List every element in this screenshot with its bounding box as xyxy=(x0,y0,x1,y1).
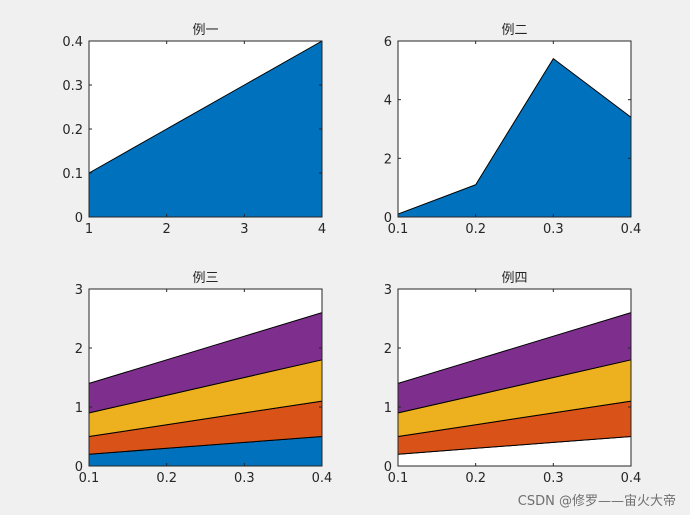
y-tick-label: 4 xyxy=(384,94,392,109)
y-tick-label: 0 xyxy=(75,460,83,475)
x-tick-label: 4 xyxy=(318,222,326,237)
subplot-1: 1 2 3 4 0 0.1 0.2 0.3 0.4 例一 xyxy=(62,23,326,237)
x-tick-label: 0.1 xyxy=(79,471,100,486)
subplot-4: 0.1 0.2 0.3 0.4 0 1 2 3 例四 xyxy=(384,271,642,486)
x-tick-label: 0.1 xyxy=(388,222,409,237)
y-tick-label: 0 xyxy=(384,460,392,475)
subplot-2: 0.1 0.2 0.3 0.4 0 2 4 6 例二 xyxy=(384,23,642,237)
x-tick-label: 0.3 xyxy=(234,471,255,486)
axes-box xyxy=(88,288,323,467)
y-tick-label: 0.3 xyxy=(62,79,83,94)
x-tick-label: 0.2 xyxy=(156,471,177,486)
x-tick-label: 0.3 xyxy=(543,471,564,486)
subplot-3: 0.1 0.2 0.3 0.4 0 1 2 3 例三 xyxy=(75,271,333,486)
chart-title: 例三 xyxy=(192,271,218,286)
y-tick-label: 0.1 xyxy=(62,167,83,182)
x-tick-label: 0.4 xyxy=(312,471,333,486)
y-tick-label: 2 xyxy=(384,342,392,357)
chart-title: 例一 xyxy=(192,23,218,38)
x-tick-label: 0.4 xyxy=(621,222,642,237)
y-tick-label: 1 xyxy=(384,401,392,416)
chart-title: 例四 xyxy=(501,271,527,286)
y-tick-label: 0 xyxy=(75,211,83,226)
y-tick-label: 3 xyxy=(75,283,83,298)
y-tick-label: 2 xyxy=(75,342,83,357)
x-tick-label: 0.1 xyxy=(388,471,409,486)
x-tick-label: 2 xyxy=(163,222,171,237)
y-tick-label: 0.2 xyxy=(62,123,83,138)
y-tick-label: 0 xyxy=(384,211,392,226)
y-tick-label: 0.4 xyxy=(62,35,83,50)
x-tick-label: 0.3 xyxy=(543,222,564,237)
x-tick-label: 0.4 xyxy=(621,471,642,486)
x-tick-label: 1 xyxy=(85,222,93,237)
watermark: CSDN @修罗——宙火大帝 xyxy=(517,494,676,509)
x-tick-label: 3 xyxy=(240,222,248,237)
y-tick-label: 3 xyxy=(384,283,392,298)
chart-title: 例二 xyxy=(501,23,527,38)
x-tick-label: 0.2 xyxy=(465,222,486,237)
y-tick-label: 6 xyxy=(384,35,392,50)
y-tick-label: 2 xyxy=(384,152,392,167)
x-tick-label: 0.2 xyxy=(465,471,486,486)
axes-box xyxy=(397,288,632,467)
y-tick-label: 1 xyxy=(75,401,83,416)
axes-box xyxy=(397,40,632,218)
